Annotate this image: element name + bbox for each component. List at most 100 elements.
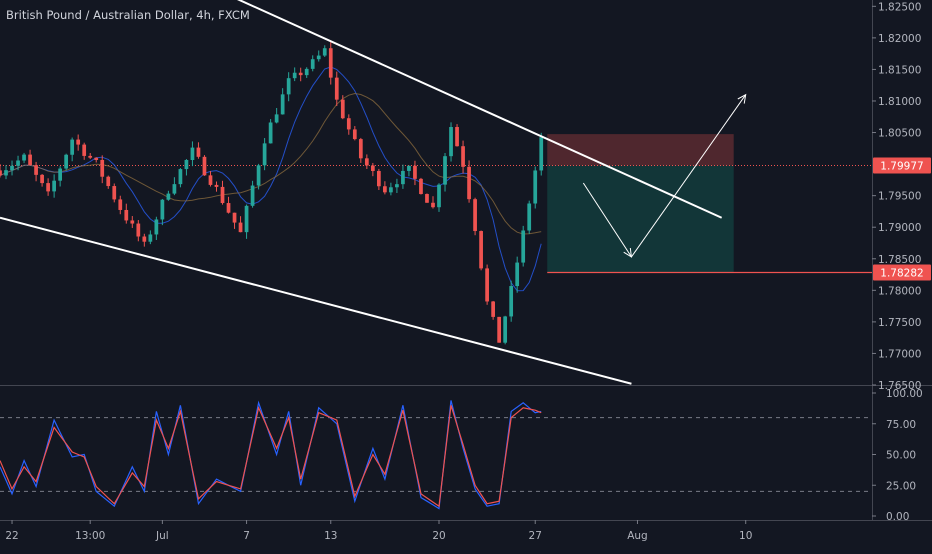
y-tick-label: 1.78000: [878, 285, 921, 297]
candle: [401, 170, 405, 185]
candle: [142, 236, 147, 242]
position-tool: [547, 134, 734, 273]
candle: [419, 178, 423, 195]
y-tick-label: 1.77500: [878, 317, 921, 329]
price-tag-label: 1.79977: [880, 161, 923, 173]
candle: [196, 147, 201, 157]
candlestick-series: [0, 41, 544, 345]
candle: [226, 203, 231, 213]
candle: [310, 59, 315, 69]
candle: [46, 183, 50, 192]
candle: [358, 139, 363, 159]
candle: [407, 165, 411, 171]
ma-slow-line: [0, 92, 542, 235]
candle: [443, 156, 447, 185]
x-tick-label: Aug: [627, 530, 648, 542]
candle: [82, 144, 87, 156]
stop-loss-zone: [547, 134, 734, 166]
x-tick-label: 13:00: [75, 530, 105, 542]
candle: [178, 169, 183, 185]
x-tick-label: 20: [432, 530, 445, 542]
candle: [455, 127, 459, 147]
stochastic-panel: [0, 385, 932, 510]
candle: [389, 187, 393, 193]
candle: [527, 203, 532, 231]
candle: [160, 199, 165, 220]
candle: [364, 158, 369, 166]
candle: [70, 139, 75, 155]
candle: [431, 202, 435, 208]
stoch-d-line: [0, 405, 542, 508]
upper-trendline: [236, 0, 723, 219]
candle: [220, 186, 225, 204]
candle: [533, 170, 538, 204]
y-tick-label: 1.82000: [878, 33, 921, 45]
candle: [467, 166, 471, 200]
candle: [539, 137, 544, 171]
candle: [479, 231, 483, 269]
candle: [292, 72, 297, 79]
moving-averages: [0, 66, 542, 292]
stoch-y-tick-label: 0.00: [886, 511, 909, 523]
candle: [10, 165, 14, 171]
candle: [497, 316, 502, 343]
candle: [352, 129, 357, 140]
candle: [473, 199, 477, 232]
price-tag-label: 1.78282: [880, 268, 923, 280]
candle: [16, 160, 20, 166]
candle: [316, 55, 321, 60]
candle: [148, 234, 153, 242]
y-tick-label: 1.82500: [878, 1, 921, 13]
candle: [172, 184, 177, 194]
candle: [395, 184, 399, 188]
projection-arrow-down-head: [623, 247, 633, 258]
candle: [437, 184, 441, 208]
candle: [154, 219, 159, 235]
candle: [280, 94, 285, 115]
x-tick-label: 7: [243, 530, 250, 542]
candle: [491, 301, 495, 317]
candle: [250, 185, 255, 206]
candle: [334, 77, 339, 100]
axes: 1.82500 1.82000 1.81500 1.81000 1.80500 1.795…: [0, 0, 932, 542]
candle: [118, 199, 123, 210]
price-tag: [873, 264, 931, 281]
candle: [136, 223, 141, 237]
candle: [461, 146, 465, 167]
candle: [64, 154, 69, 169]
candle: [22, 154, 26, 161]
candle: [208, 175, 213, 185]
candle: [190, 147, 195, 161]
stoch-y-tick-label: 75.00: [886, 419, 916, 431]
candle: [328, 48, 333, 78]
y-tick-label: 1.81000: [878, 96, 921, 108]
x-tick-label: 13: [324, 530, 337, 542]
candle: [4, 170, 8, 176]
candle: [124, 209, 129, 221]
candle: [262, 143, 267, 166]
candle: [34, 165, 38, 175]
projection-arrow-down: [582, 182, 632, 258]
candle: [130, 220, 135, 224]
candle: [340, 99, 345, 119]
stoch-y-tick-label: 50.00: [886, 450, 916, 462]
candle: [76, 139, 81, 145]
candle: [413, 165, 417, 179]
candle: [94, 157, 99, 160]
candle: [58, 168, 63, 181]
candle: [40, 174, 44, 184]
projection-arrows: [582, 93, 747, 258]
candle: [202, 156, 207, 176]
candle: [214, 184, 219, 187]
x-tick-label: 10: [739, 530, 752, 542]
price-tag: [873, 157, 931, 174]
candle: [244, 205, 249, 233]
y-tick-label: 1.76500: [878, 380, 921, 392]
candle: [383, 186, 387, 193]
candle: [449, 127, 453, 157]
y-tick-label: 1.79500: [878, 191, 921, 203]
candle: [184, 160, 189, 170]
candle: [52, 180, 56, 192]
